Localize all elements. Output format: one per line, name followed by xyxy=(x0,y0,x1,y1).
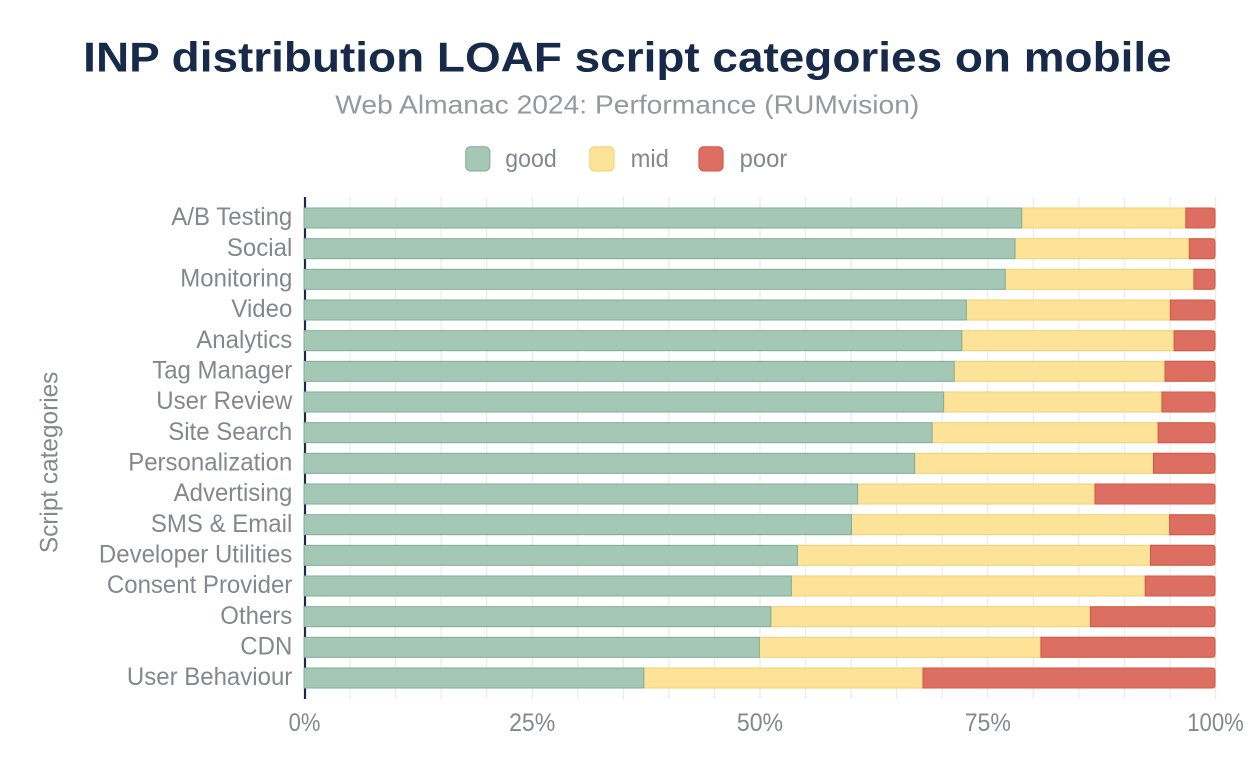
svg-text:INP distribution LOAF script c: INP distribution LOAF script categories … xyxy=(83,34,1172,81)
svg-text:100%: 100% xyxy=(1187,709,1244,737)
svg-text:mid: mid xyxy=(631,145,669,173)
svg-text:Developer Utilities: Developer Utilities xyxy=(99,541,292,569)
svg-text:25%: 25% xyxy=(509,709,555,737)
svg-text:Analytics: Analytics xyxy=(196,326,292,354)
svg-text:Script categories: Script categories xyxy=(36,372,64,554)
svg-text:Video: Video xyxy=(231,295,292,323)
svg-text:CDN: CDN xyxy=(240,633,292,661)
svg-text:0%: 0% xyxy=(289,709,321,737)
svg-text:75%: 75% xyxy=(965,709,1011,737)
svg-text:poor: poor xyxy=(740,145,788,173)
svg-text:A/B Testing: A/B Testing xyxy=(171,203,292,231)
svg-text:User Behaviour: User Behaviour xyxy=(127,663,292,691)
svg-text:User Review: User Review xyxy=(156,387,293,415)
svg-text:Personalization: Personalization xyxy=(128,449,292,477)
svg-text:Site Search: Site Search xyxy=(168,418,292,446)
svg-text:Monitoring: Monitoring xyxy=(180,265,292,293)
svg-text:good: good xyxy=(505,145,557,173)
svg-text:Advertising: Advertising xyxy=(174,479,293,507)
svg-text:Consent Provider: Consent Provider xyxy=(107,571,292,599)
svg-text:Others: Others xyxy=(220,602,292,630)
svg-text:50%: 50% xyxy=(737,709,783,737)
svg-text:Social: Social xyxy=(227,234,292,262)
svg-text:Web Almanac 2024: Performance: Web Almanac 2024: Performance (RUMvision… xyxy=(335,90,919,120)
svg-text:SMS & Email: SMS & Email xyxy=(151,510,292,538)
svg-text:Tag Manager: Tag Manager xyxy=(152,357,292,385)
